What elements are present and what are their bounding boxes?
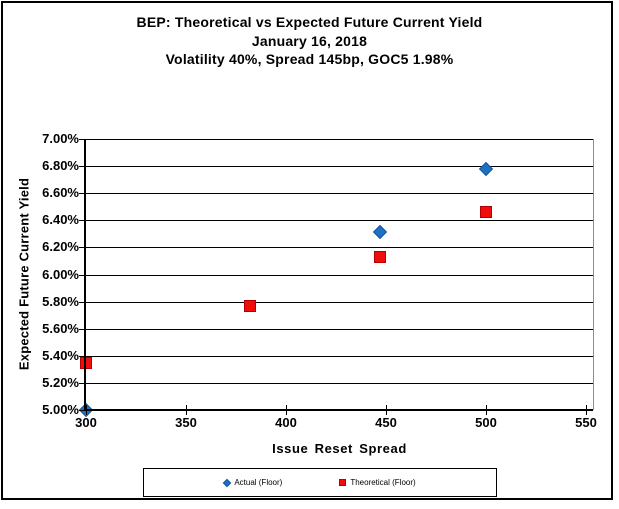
y-tick-mark [79, 166, 85, 167]
y-tick-label: 6.00% [42, 267, 79, 282]
x-tick-label: 500 [475, 415, 497, 430]
y-axis-line [84, 139, 86, 411]
chart-title: BEP: Theoretical vs Expected Future Curr… [0, 13, 619, 69]
y-gridline [86, 356, 593, 357]
legend-item-actual-floor: Actual (Floor) [223, 477, 283, 488]
y-tick-mark [79, 302, 85, 303]
data-point-theoretical-floor [374, 250, 386, 263]
chart-title-line-2: January 16, 2018 [251, 32, 368, 49]
y-tick-mark [79, 329, 85, 330]
y-gridline [86, 329, 593, 330]
y-gridline [86, 220, 593, 221]
data-point-actual-floor [372, 225, 388, 240]
y-tick-label: 5.40% [42, 348, 79, 363]
y-tick-mark [79, 383, 85, 384]
legend-diamond-icon [223, 478, 232, 487]
y-tick-label: 6.80% [42, 158, 79, 173]
chart-title-line-3: Volatility 40%, Spread 145bp, GOC5 1.98% [165, 51, 454, 67]
y-tick-mark [79, 247, 85, 248]
y-tick-mark [79, 275, 85, 276]
y-gridline [86, 193, 593, 194]
y-tick-mark [79, 193, 85, 194]
y-gridline [86, 275, 593, 276]
x-tick-mark [186, 405, 187, 415]
x-tick-label: 400 [275, 415, 297, 430]
y-tick-label: 5.00% [42, 402, 79, 417]
x-axis-line [84, 409, 593, 411]
data-point-theoretical-floor [244, 299, 256, 312]
x-axis-title: Issue Reset Spread [272, 441, 407, 456]
x-tick-mark [586, 405, 587, 415]
legend: Actual (Floor) Theoretical (Floor) [143, 468, 497, 497]
legend-item-label: Theoretical (Floor) [350, 477, 416, 487]
y-tick-label: 5.60% [42, 321, 79, 336]
y-tick-label: 5.80% [42, 294, 79, 309]
legend-item-label: Actual (Floor) [234, 477, 283, 487]
y-tick-mark [79, 139, 85, 140]
data-point-theoretical-floor [80, 356, 92, 369]
x-tick-mark [486, 405, 487, 415]
x-tick-label: 350 [175, 415, 197, 430]
y-gridline [86, 247, 593, 248]
x-tick-mark [286, 405, 287, 415]
data-point-theoretical-floor [480, 206, 492, 219]
y-tick-mark [79, 410, 85, 411]
y-tick-label: 6.40% [42, 212, 79, 227]
data-point-actual-floor [478, 161, 494, 176]
y-tick-label: 5.20% [42, 375, 79, 390]
legend-item-theoretical-floor: Theoretical (Floor) [339, 477, 416, 488]
y-tick-mark [79, 356, 85, 357]
chart-title-line-1: BEP: Theoretical vs Expected Future Curr… [136, 14, 483, 30]
plot-area [78, 139, 594, 418]
x-tick-label: 550 [575, 415, 597, 430]
y-tick-label: 7.00% [42, 131, 79, 146]
x-tick-label: 450 [375, 415, 397, 430]
y-gridline [86, 302, 593, 303]
y-tick-mark [79, 220, 85, 221]
legend-square-icon [339, 479, 347, 486]
x-tick-label: 300 [75, 415, 97, 430]
y-tick-label: 6.20% [42, 239, 79, 254]
y-gridline [86, 139, 593, 140]
y-gridline [86, 166, 593, 167]
y-gridline [86, 383, 593, 384]
x-tick-mark [86, 405, 87, 415]
y-tick-label: 6.60% [42, 185, 79, 200]
x-tick-mark [386, 405, 387, 415]
